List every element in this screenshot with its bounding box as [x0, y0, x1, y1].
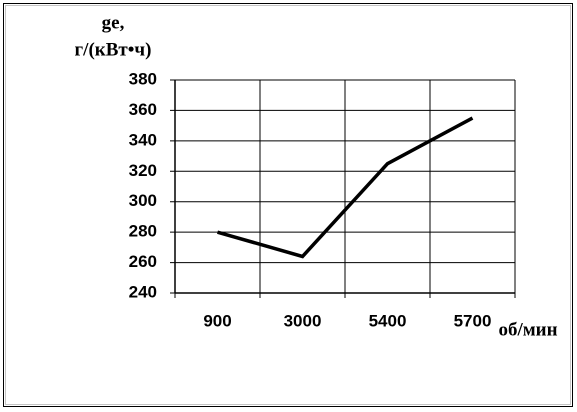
- x-tick-label: 5400: [369, 311, 407, 330]
- y-tick-label: 240: [129, 282, 157, 301]
- y-tick-label: 300: [129, 191, 157, 210]
- frame-inner: [5, 5, 571, 405]
- x-tick-label: 3000: [284, 311, 322, 330]
- y-axis-label: г/(кВт•ч): [75, 39, 152, 60]
- y-tick-label: 320: [129, 161, 157, 180]
- x-tick-label: 5700: [454, 311, 492, 330]
- line: [217, 116, 474, 259]
- y-axis-label: ge,: [102, 12, 125, 33]
- x-tick-label: 900: [203, 311, 231, 330]
- x-axis-label: об/мин: [498, 319, 557, 340]
- y-tick-label: 340: [129, 130, 157, 149]
- y-tick-label: 280: [129, 222, 157, 241]
- y-tick-label: 380: [129, 69, 157, 88]
- y-tick-label: 360: [129, 100, 157, 119]
- frame: [3, 3, 573, 407]
- y-tick-label: 260: [129, 252, 157, 271]
